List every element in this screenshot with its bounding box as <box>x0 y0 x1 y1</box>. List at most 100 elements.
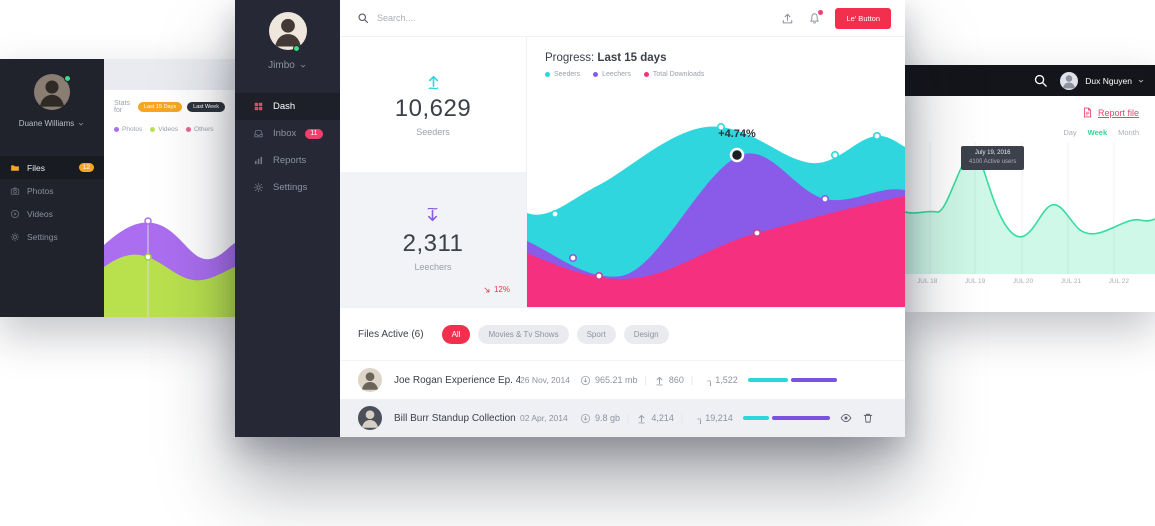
pdf-document-icon <box>1082 106 1093 119</box>
left-chart-legend: Photos Videos Others <box>114 126 225 133</box>
bell-icon[interactable] <box>808 9 824 25</box>
report-file-label: Report file <box>1097 107 1139 118</box>
legend-dot-others <box>186 127 192 132</box>
filter-design[interactable]: Design <box>623 324 669 344</box>
sidebar-item-files[interactable]: Files 12 <box>0 156 104 179</box>
chart-legend: Seeders Leechers Total Downloads <box>545 71 905 78</box>
camera-icon <box>10 186 20 196</box>
chevron-down-icon[interactable] <box>1137 77 1145 85</box>
files-active-bar: Files Active (6) All Movies & Tv Shows S… <box>340 307 905 360</box>
search-icon[interactable] <box>1033 73 1048 88</box>
arrow-down-icon <box>425 208 442 225</box>
online-status-dot <box>292 45 300 52</box>
leechers-stat: 2,311 Leechers 12% <box>340 172 526 307</box>
user-photo-icon <box>358 406 382 430</box>
x-axis-tick: JUL 20 <box>1012 278 1034 285</box>
user-photo-icon <box>268 12 307 50</box>
sidebar-item-label: Files <box>27 162 45 173</box>
progress-chart-panel: Progress: Last 15 days Seeders Leechers … <box>527 37 905 307</box>
sidebar-item-label: Reports <box>273 155 307 166</box>
eye-icon[interactable] <box>840 412 852 424</box>
delta-value: 12% <box>493 285 510 294</box>
legend-dot-total-downloads <box>643 72 649 77</box>
divider: | <box>680 413 684 423</box>
sidebar-item-reports[interactable]: Reports <box>235 147 340 174</box>
legend-dot-seeders <box>545 72 550 77</box>
progress-purple <box>771 416 830 420</box>
arrow-down-icon <box>700 375 711 386</box>
legend-label: Total Downloads <box>652 71 705 78</box>
user-name: Duane Williams <box>18 119 75 128</box>
left-sidebar-menu: Files 12 Photos Videos Settings <box>0 156 104 248</box>
search-icon[interactable] <box>357 12 369 24</box>
sidebar-item-settings[interactable]: Settings <box>0 225 104 248</box>
progress-purple <box>790 378 837 382</box>
tab-day[interactable]: Day <box>1063 128 1077 137</box>
legend-label: Seeders <box>554 71 581 78</box>
upload-icon[interactable] <box>781 12 794 25</box>
divider: | <box>627 413 630 423</box>
file-row[interactable]: Bill Burr Standup Collection 02 Apr, 201… <box>340 399 905 437</box>
range-pill-last-week[interactable]: Last Week <box>187 102 225 112</box>
inbox-icon <box>253 128 264 139</box>
sidebar-item-inbox[interactable]: Inbox 11 <box>235 120 340 147</box>
notification-dot <box>818 9 824 15</box>
legend-label: Photos <box>122 126 143 133</box>
user-name-dropdown[interactable]: Jimbo <box>235 60 340 71</box>
search-input[interactable] <box>377 13 527 23</box>
file-leechers-count: 1,522 <box>700 375 738 386</box>
arrow-down-right-icon <box>483 286 491 294</box>
left-stats-panel: Stats for Last 15 Days Last Week Photos … <box>104 59 235 317</box>
tooltip-users: 4100 Active users <box>969 159 1017 165</box>
file-progress-bar <box>747 378 837 382</box>
download-circle-icon <box>580 413 591 424</box>
report-file-link[interactable]: Report file <box>905 96 1155 119</box>
seeders-label: Seeders <box>416 126 450 137</box>
trash-icon[interactable] <box>862 412 874 424</box>
avatar[interactable] <box>268 12 307 52</box>
annotation-label: +4.74% <box>718 128 756 140</box>
tab-month[interactable]: Month <box>1118 128 1139 137</box>
filter-all[interactable]: All <box>441 324 471 344</box>
user-name: Dux Nguyen <box>1085 75 1132 86</box>
file-date: 02 Apr, 2014 <box>520 413 568 423</box>
bar-chart-icon <box>253 155 264 166</box>
sidebar-item-videos[interactable]: Videos <box>0 202 104 225</box>
chevron-down-icon <box>77 120 85 128</box>
top-bar: Le' Button <box>340 0 905 37</box>
main-sidebar-menu: Dash Inbox 11 Reports Settings <box>235 93 340 201</box>
divider: | <box>644 375 647 385</box>
progress-cyan <box>747 378 788 382</box>
filter-sport[interactable]: Sport <box>576 324 616 344</box>
main-sidebar: Jimbo Dash Inbox 11 Reports Settings <box>235 0 340 437</box>
le-button[interactable]: Le' Button <box>835 7 891 29</box>
user-name-dropdown[interactable]: Duane Williams <box>19 119 86 128</box>
grid-icon <box>253 101 264 112</box>
leechers-label: Leechers <box>414 261 452 272</box>
active-users-area-chart <box>905 142 1155 274</box>
folder-icon <box>10 163 20 173</box>
filter-movies-tv[interactable]: Movies & Tv Shows <box>478 324 569 344</box>
sidebar-item-settings[interactable]: Settings <box>235 174 340 201</box>
file-size: 965.21 mb <box>580 375 638 386</box>
tab-week[interactable]: Week <box>1087 128 1108 137</box>
files-count-badge: 12 <box>78 163 94 172</box>
file-row[interactable]: Joe Rogan Experience Ep. 468 26 Nov, 201… <box>340 360 905 399</box>
file-date: 26 Nov, 2014 <box>520 375 570 385</box>
left-sidebar: Duane Williams Files 12 Photos Videos Se… <box>0 59 104 317</box>
progress-cyan <box>742 416 769 420</box>
seeders-value: 10,629 <box>394 94 472 122</box>
range-pill-last-15-days[interactable]: Last 15 Days <box>138 102 183 112</box>
left-dashboard-card: Duane Williams Files 12 Photos Videos Se… <box>0 59 235 317</box>
sidebar-item-label: Inbox <box>273 128 297 139</box>
sidebar-item-dash[interactable]: Dash <box>235 93 340 120</box>
sidebar-item-photos[interactable]: Photos <box>0 179 104 202</box>
tooltip-date: July 19, 2016 <box>974 150 1011 156</box>
user-name: Jimbo <box>268 60 295 71</box>
avatar[interactable] <box>34 74 71 110</box>
play-icon <box>10 209 20 219</box>
x-axis-tick: JUL 21 <box>1060 278 1082 285</box>
sidebar-item-label: Settings <box>27 231 58 242</box>
user-photo-icon <box>358 368 382 392</box>
avatar[interactable] <box>1060 71 1079 90</box>
